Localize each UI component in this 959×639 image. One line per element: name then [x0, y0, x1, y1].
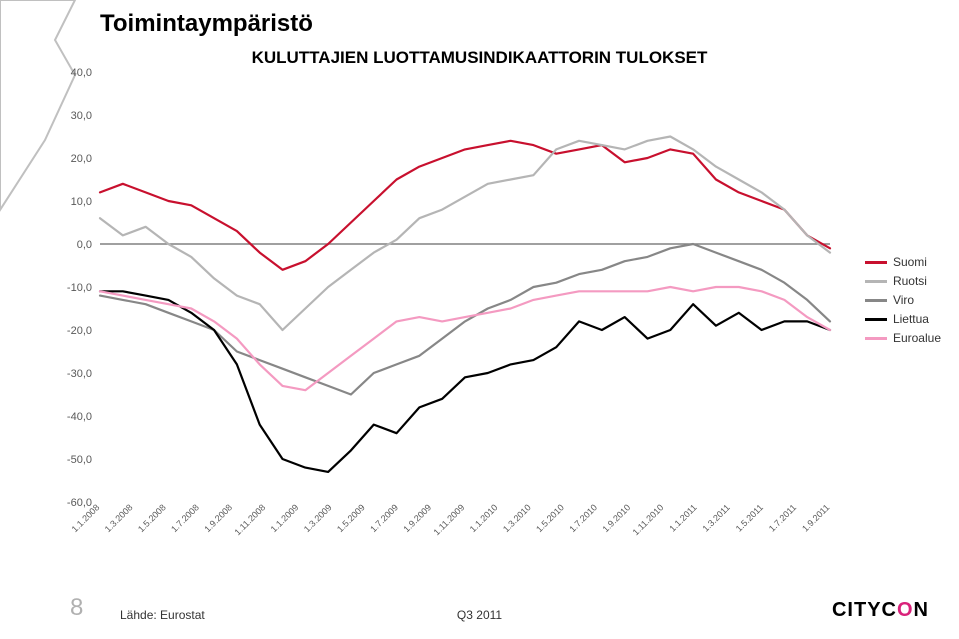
source-label: Lähde: Eurostat: [120, 608, 205, 622]
svg-text:1.1.2011: 1.1.2011: [667, 502, 698, 533]
logo: CITYCON: [832, 599, 929, 622]
svg-text:1.9.2009: 1.9.2009: [401, 502, 433, 534]
legend-label: Ruotsi: [893, 274, 927, 288]
legend-label: Viro: [893, 293, 914, 307]
svg-text:1.7.2008: 1.7.2008: [169, 502, 201, 534]
svg-text:1.7.2009: 1.7.2009: [368, 502, 400, 534]
svg-text:10,0: 10,0: [71, 196, 92, 208]
svg-text:1.9.2008: 1.9.2008: [202, 502, 234, 534]
footer: 8 Lähde: Eurostat Q3 2011 CITYCON: [0, 597, 959, 627]
svg-text:-40,0: -40,0: [67, 411, 92, 423]
legend-item: Suomi: [865, 255, 941, 269]
svg-text:1.5.2008: 1.5.2008: [136, 502, 168, 534]
legend-item: Euroalue: [865, 331, 941, 345]
legend-item: Ruotsi: [865, 274, 941, 288]
series-euroalue: [100, 287, 830, 390]
svg-text:1.11.2008: 1.11.2008: [232, 502, 267, 537]
legend-swatch: [865, 280, 887, 283]
legend-label: Euroalue: [893, 331, 941, 345]
svg-text:-50,0: -50,0: [67, 454, 92, 466]
svg-text:1.11.2010: 1.11.2010: [631, 502, 666, 537]
legend-swatch: [865, 299, 887, 302]
svg-text:-30,0: -30,0: [67, 368, 92, 380]
line-chart: 40,0 30,0 20,0 10,0 0,0 -10,0 -20,0 -30,0 -40,0 -…: [60, 62, 840, 562]
series-ruotsi: [100, 137, 830, 331]
svg-text:1.9.2011: 1.9.2011: [800, 502, 831, 533]
svg-text:40,0: 40,0: [71, 67, 92, 79]
svg-text:20,0: 20,0: [71, 153, 92, 165]
svg-text:0,0: 0,0: [77, 239, 92, 251]
legend-swatch: [865, 337, 887, 340]
svg-text:1.9.2010: 1.9.2010: [600, 502, 632, 534]
page-number: 8: [70, 594, 83, 622]
svg-text:1.5.2010: 1.5.2010: [534, 502, 566, 534]
svg-text:30,0: 30,0: [71, 110, 92, 122]
svg-text:1.3.2009: 1.3.2009: [302, 502, 334, 534]
chart-legend: Suomi Ruotsi Viro Liettua Euroalue: [865, 255, 941, 350]
legend-label: Suomi: [893, 255, 927, 269]
legend-label: Liettua: [893, 312, 929, 326]
svg-text:1.5.2011: 1.5.2011: [734, 502, 765, 533]
svg-text:1.3.2011: 1.3.2011: [700, 502, 731, 533]
legend-swatch: [865, 261, 887, 264]
svg-text:1.3.2010: 1.3.2010: [501, 502, 533, 534]
legend-item: Liettua: [865, 312, 941, 326]
footer-center: Q3 2011: [457, 608, 502, 622]
svg-text:1.7.2010: 1.7.2010: [567, 502, 599, 534]
svg-text:1.1.2009: 1.1.2009: [269, 502, 301, 534]
svg-text:1.7.2011: 1.7.2011: [767, 502, 798, 533]
page-title: Toimintaympäristö: [100, 10, 313, 38]
svg-text:1.5.2009: 1.5.2009: [335, 502, 367, 534]
chart-area: 40,0 30,0 20,0 10,0 0,0 -10,0 -20,0 -30,0 -40,0 -…: [60, 62, 840, 562]
legend-item: Viro: [865, 293, 941, 307]
svg-text:1.1.2010: 1.1.2010: [468, 502, 500, 534]
svg-text:1.3.2008: 1.3.2008: [103, 502, 135, 534]
legend-swatch: [865, 318, 887, 321]
svg-text:-20,0: -20,0: [67, 325, 92, 337]
svg-text:1.11.2009: 1.11.2009: [432, 502, 467, 537]
series-suomi: [100, 141, 830, 270]
svg-text:-10,0: -10,0: [67, 282, 92, 294]
